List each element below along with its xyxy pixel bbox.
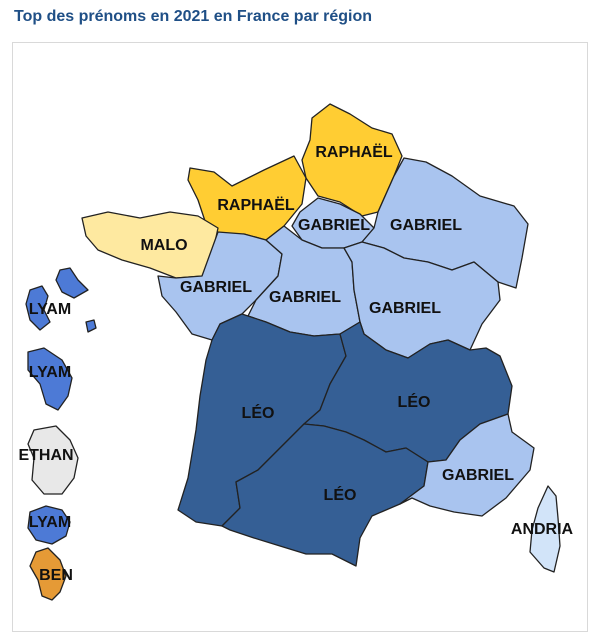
label-normandie: RAPHAËL <box>217 196 295 214</box>
region-provence-alpes-cote-dazur[interactable] <box>399 413 535 517</box>
label-hauts-de-france: RAPHAËL <box>315 143 393 161</box>
label-nouvelle-aquitaine: LÉO <box>242 403 275 422</box>
region-guyane[interactable] <box>27 425 79 495</box>
map-title: Top des prénoms en 2021 en France par ré… <box>14 8 373 25</box>
region-martinique[interactable] <box>27 347 73 411</box>
label-mayotte: BEN <box>39 567 73 584</box>
label-corse: ANDRIA <box>511 521 574 538</box>
label-la-reunion: LYAM <box>29 514 71 531</box>
region-corse[interactable] <box>529 485 561 573</box>
region-guadeloupe[interactable] <box>25 267 97 333</box>
label-pays-de-la-loire: GABRIEL <box>180 279 252 296</box>
label-grand-est: GABRIEL <box>390 217 462 234</box>
region-la-reunion[interactable] <box>27 505 71 545</box>
region-mayotte[interactable] <box>29 547 67 601</box>
label-centre-val-de-loire: GABRIEL <box>269 289 341 306</box>
label-guyane: ETHAN <box>18 447 73 464</box>
label-guadeloupe: LYAM <box>29 301 71 318</box>
label-occitanie: LÉO <box>324 485 357 504</box>
label-bourgogne-franche-comte: GABRIEL <box>369 300 441 317</box>
label-provence-alpes-cote-dazur: GABRIEL <box>442 467 514 484</box>
label-martinique: LYAM <box>29 364 71 381</box>
label-bretagne: MALO <box>140 237 187 254</box>
label-ile-de-france: GABRIEL <box>298 217 370 234</box>
label-auvergne-rhone-alpes: LÉO <box>398 392 431 411</box>
